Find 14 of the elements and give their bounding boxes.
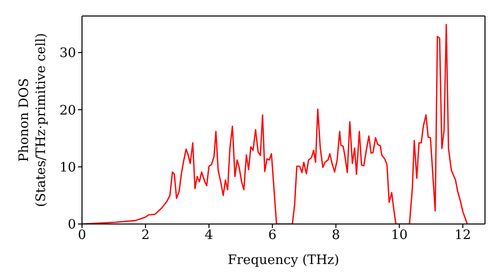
x-tick-label: 8 xyxy=(332,228,340,244)
y-axis-title: Phonon DOS (States/THz·primitive cell) xyxy=(17,32,49,208)
y-tick-label: 0 xyxy=(68,218,76,233)
x-tick-label: 10 xyxy=(391,228,408,244)
x-tick-label: 12 xyxy=(454,228,472,244)
x-tick-label: 6 xyxy=(268,228,277,244)
x-tick-label: 4 xyxy=(204,228,214,244)
y-tick-label: 30 xyxy=(59,46,76,62)
y-tick-label: 20 xyxy=(59,103,76,118)
x-axis-title: Frequency (THz) xyxy=(228,253,340,268)
line-series xyxy=(82,24,468,224)
x-tick-label: 2 xyxy=(141,228,150,244)
x-tick-label: 0 xyxy=(78,228,86,244)
y-tick-label: 10 xyxy=(59,160,76,176)
